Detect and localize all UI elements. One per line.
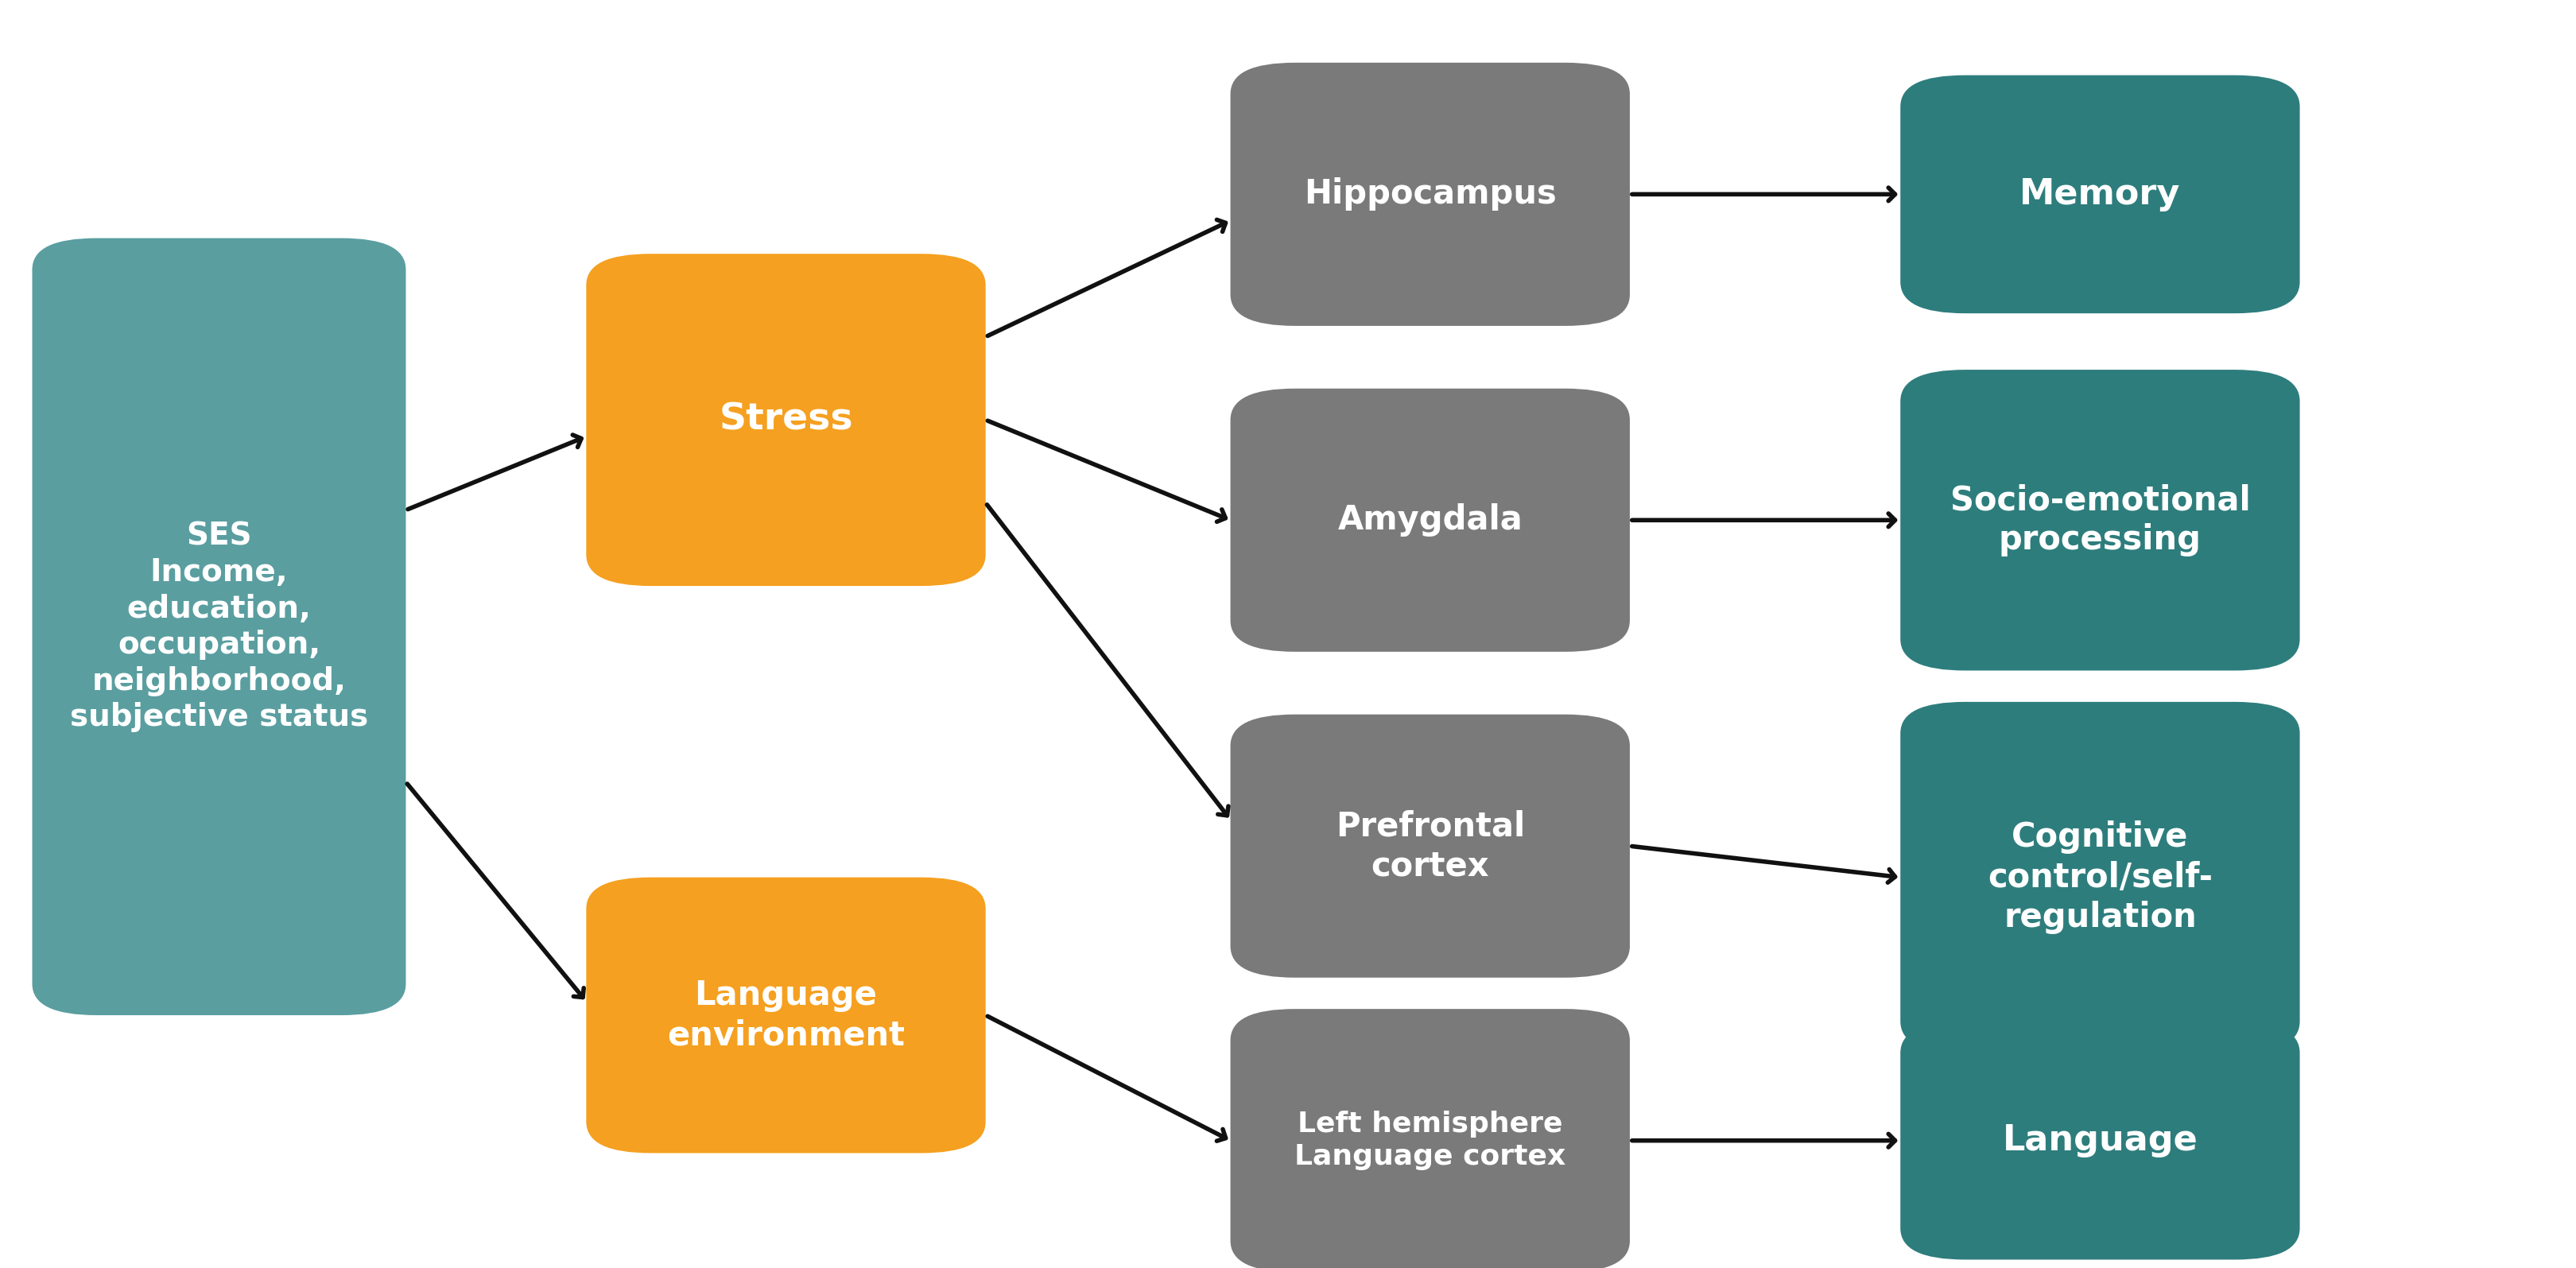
FancyBboxPatch shape — [1899, 370, 2298, 671]
FancyBboxPatch shape — [1899, 75, 2298, 313]
FancyBboxPatch shape — [1231, 62, 1631, 326]
Text: Left hemisphere
Language cortex: Left hemisphere Language cortex — [1293, 1111, 1566, 1170]
FancyBboxPatch shape — [587, 254, 984, 586]
Text: Memory: Memory — [2020, 178, 2179, 212]
Text: Prefrontal
cortex: Prefrontal cortex — [1334, 809, 1525, 883]
Text: SES
Income,
education,
occupation,
neighborhood,
subjective status: SES Income, education, occupation, neigh… — [70, 521, 368, 732]
Text: Amygdala: Amygdala — [1337, 503, 1522, 536]
Text: Cognitive
control/self-
regulation: Cognitive control/self- regulation — [1986, 820, 2213, 935]
Text: Language
environment: Language environment — [667, 979, 904, 1052]
Text: Socio-emotional
processing: Socio-emotional processing — [1950, 483, 2249, 557]
FancyBboxPatch shape — [1231, 714, 1631, 978]
FancyBboxPatch shape — [33, 238, 407, 1016]
Text: Hippocampus: Hippocampus — [1303, 178, 1556, 210]
FancyBboxPatch shape — [1899, 702, 2298, 1052]
FancyBboxPatch shape — [587, 877, 984, 1153]
FancyBboxPatch shape — [1899, 1022, 2298, 1259]
FancyBboxPatch shape — [1231, 388, 1631, 652]
Text: Language: Language — [2002, 1123, 2197, 1158]
Text: Stress: Stress — [719, 402, 853, 437]
FancyBboxPatch shape — [1231, 1009, 1631, 1268]
